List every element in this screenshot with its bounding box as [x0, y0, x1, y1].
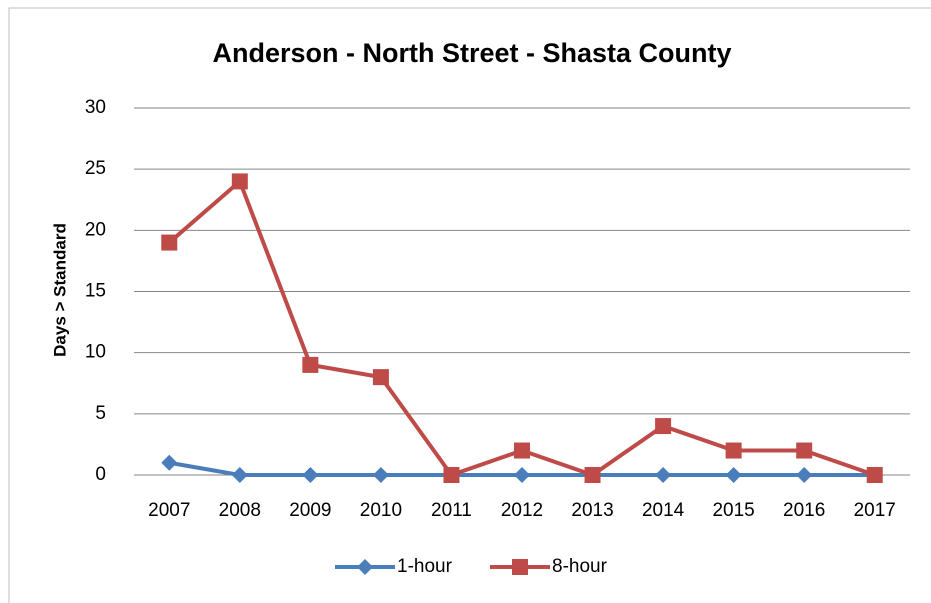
legend-marker [357, 559, 373, 575]
marker [655, 467, 672, 483]
chart-title: Anderson - North Street - Shasta County [212, 38, 731, 68]
marker [514, 442, 530, 459]
marker [372, 369, 389, 386]
y-tick-label: 30 [85, 97, 106, 118]
marker [866, 467, 883, 483]
marker [302, 467, 319, 483]
x-tick-label: 2013 [571, 500, 613, 521]
x-tick-label: 2015 [712, 500, 754, 521]
legend-label: 8-hour [552, 556, 608, 577]
y-tick-label: 20 [85, 219, 106, 240]
y-axis-label: Days > Standard [50, 223, 69, 357]
x-tick-label: 2011 [431, 500, 472, 521]
marker [584, 467, 601, 483]
x-tick-label: 2007 [148, 500, 190, 521]
y-tick-label: 10 [85, 342, 106, 363]
legend-label: 1-hour [397, 556, 453, 577]
marker [372, 467, 389, 483]
y-tick-label: 25 [85, 158, 106, 179]
x-tick-label: 2012 [501, 500, 543, 521]
x-tick-label: 2017 [854, 500, 896, 521]
marker [796, 442, 813, 459]
marker [302, 356, 319, 373]
marker [725, 467, 742, 483]
x-tick-label: 2009 [289, 500, 331, 521]
marker [161, 234, 178, 251]
x-tick-label: 2010 [360, 500, 402, 521]
marker [725, 442, 742, 459]
x-tick-label: 2014 [642, 500, 685, 521]
y-tick-label: 5 [95, 403, 106, 424]
marker [231, 173, 248, 190]
marker [514, 467, 530, 483]
x-tick-label: 2008 [219, 500, 261, 521]
chart-frame [8, 7, 931, 603]
marker [231, 467, 248, 483]
y-tick-label: 0 [95, 464, 106, 485]
y-tick-label: 15 [85, 281, 106, 302]
legend-marker [512, 559, 528, 575]
x-tick-label: 2016 [783, 500, 825, 521]
marker [796, 467, 813, 483]
marker [443, 467, 460, 483]
marker [161, 454, 178, 471]
marker [655, 418, 672, 435]
